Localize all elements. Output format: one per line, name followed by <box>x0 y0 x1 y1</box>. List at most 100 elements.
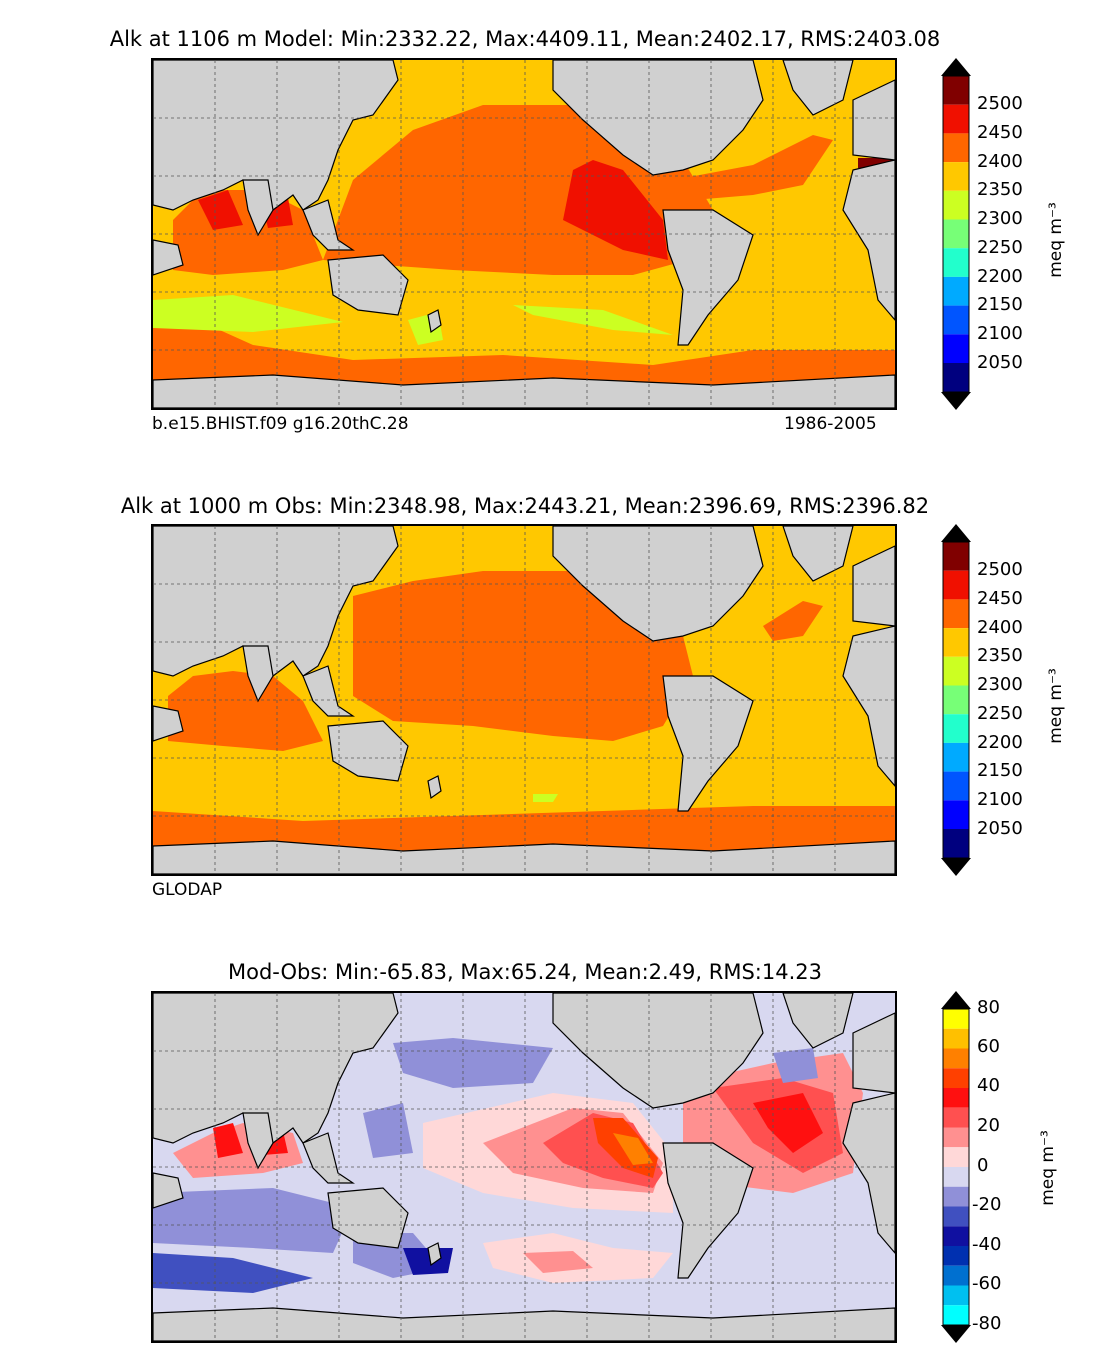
new-zealand <box>427 1242 442 1267</box>
cb2-tick-4: 2300 <box>977 674 1023 695</box>
se-asia <box>302 199 355 251</box>
cb3-tick-5: -20 <box>972 1194 1002 1215</box>
india <box>242 179 274 237</box>
grid-lines <box>153 993 895 1341</box>
west-pacific-blue <box>363 1103 413 1158</box>
panel2-title: Alk at 1000 m Obs: Min:2348.98, Max:2443… <box>120 494 930 518</box>
australia <box>327 1187 409 1249</box>
india <box>242 645 274 703</box>
atlantic-deep-red <box>753 1093 823 1153</box>
eurasia <box>153 993 399 1144</box>
cb3-seg-10 <box>943 1107 969 1128</box>
panel3-title: Mod-Obs: Min:-65.83, Max:65.24, Mean:2.4… <box>228 960 822 984</box>
cb1-bottom-arrow <box>941 392 971 410</box>
cb1-seg-6 <box>943 190 969 220</box>
africa-east <box>153 705 184 742</box>
arabian-red <box>213 1123 243 1158</box>
north-atlantic-orange <box>763 601 823 641</box>
cb2-seg-0 <box>943 829 969 858</box>
cb1-seg-3 <box>943 276 969 306</box>
cb3-seg-12 <box>943 1068 969 1088</box>
cb1-seg-2 <box>943 305 969 335</box>
grid-lines <box>153 60 895 408</box>
europe <box>852 545 895 627</box>
cb1-tick-2: 2400 <box>977 151 1023 172</box>
cb3-top-arrow <box>941 991 971 1009</box>
cb3-seg-5 <box>943 1206 969 1227</box>
greenland <box>782 60 854 116</box>
south-indian-blue <box>153 1188 353 1253</box>
greenland <box>782 526 854 582</box>
cb2-seg-3 <box>943 742 969 772</box>
cb3-tick-3: 20 <box>977 1115 1000 1136</box>
cb1-seg-5 <box>943 219 969 249</box>
indian-orange <box>168 671 323 751</box>
cb1-seg-1 <box>943 334 969 363</box>
panel3-colorbar-svg <box>941 991 971 1343</box>
cb3-seg-13 <box>943 1048 969 1069</box>
panel3-colorbar <box>941 991 971 1343</box>
grid-lines <box>153 526 895 874</box>
new-zealand <box>427 309 442 334</box>
cb2-tick-3: 2350 <box>977 645 1023 666</box>
cb2-tick-0: 2500 <box>977 559 1023 580</box>
se-asia <box>302 665 355 717</box>
cb1-tick-4: 2300 <box>977 208 1023 229</box>
cb2-tick-1: 2450 <box>977 588 1023 609</box>
southern-orange <box>153 300 895 395</box>
cb2-tick-5: 2250 <box>977 703 1023 724</box>
south-america <box>662 675 754 812</box>
africa-east <box>153 1172 184 1209</box>
panel1-caption-right: 1986-2005 <box>784 414 877 434</box>
east-pacific-yellow <box>613 1133 653 1165</box>
cb3-seg-11 <box>943 1088 969 1108</box>
cb3-tick-7: -60 <box>972 1273 1002 1294</box>
south-indian-band <box>153 295 343 332</box>
land-group <box>153 526 895 874</box>
panel2-colorbar-svg <box>941 524 971 876</box>
cb2-seg-6 <box>943 656 969 686</box>
panel2-caption-left: GLODAP <box>152 880 223 900</box>
south-america <box>662 209 754 346</box>
cb1-tick-7: 2150 <box>977 294 1023 315</box>
greenland <box>782 993 854 1049</box>
cb2-tick-8: 2100 <box>977 789 1023 810</box>
se-asia <box>302 1132 355 1184</box>
cb3-tick-2: 40 <box>977 1075 1000 1096</box>
cb2-seg-8 <box>943 599 969 629</box>
cb2-seg-4 <box>943 714 969 743</box>
antarctica <box>153 840 895 874</box>
panel2-map <box>151 524 897 876</box>
cb1-tick-6: 2200 <box>977 266 1023 287</box>
north-america <box>552 993 764 1109</box>
cb1-tick-9: 2050 <box>977 352 1023 373</box>
panel1-title: Alk at 1106 m Model: Min:2332.22, Max:44… <box>109 27 941 51</box>
land-group <box>153 60 895 408</box>
panel2-colorbar <box>941 524 971 876</box>
cb3-unit: meq m⁻³ <box>1037 1130 1058 1206</box>
cb2-top-arrow <box>941 524 971 542</box>
labrador-blue <box>773 1048 818 1083</box>
panel2-map-svg <box>153 526 895 874</box>
africa-west <box>842 159 895 321</box>
cb1-seg-10 <box>943 76 969 105</box>
panel3-map <box>151 991 897 1343</box>
east-pacific-red <box>563 160 668 260</box>
australia <box>327 254 409 316</box>
panel3-map-svg <box>153 993 895 1341</box>
panel1-caption-left: b.e15.BHIST.f09 g16.20thC.28 <box>152 414 409 434</box>
cb3-seg-4 <box>943 1226 969 1246</box>
cb1-seg-4 <box>943 248 969 277</box>
cb1-seg-7 <box>943 162 969 191</box>
eurasia <box>153 526 399 677</box>
cb2-tick-9: 2050 <box>977 818 1023 839</box>
africa-west <box>842 625 895 787</box>
cb3-tick-6: -40 <box>972 1234 1002 1255</box>
south-pacific-patch <box>533 794 558 802</box>
cb3-seg-1 <box>943 1285 969 1306</box>
cb3-seg-6 <box>943 1186 969 1207</box>
cb3-seg-3 <box>943 1246 969 1266</box>
cb3-seg-14 <box>943 1028 969 1049</box>
europe <box>852 79 895 161</box>
cb1-tick-1: 2450 <box>977 122 1023 143</box>
